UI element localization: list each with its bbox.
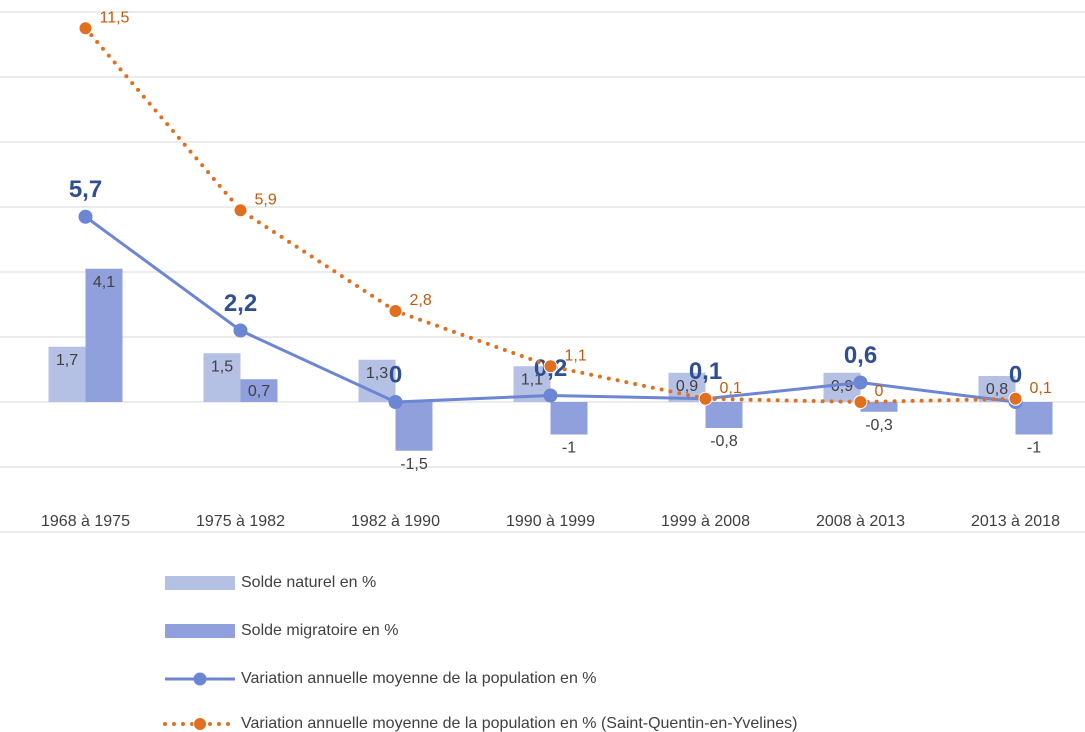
data-label: -1 bbox=[562, 440, 576, 457]
data-label: 0,1 bbox=[689, 358, 722, 385]
x-tick-label: 1975 à 1982 bbox=[196, 513, 285, 530]
data-label: 0 bbox=[875, 383, 884, 400]
data-label: -1,5 bbox=[400, 456, 428, 473]
data-label: 2,8 bbox=[410, 292, 432, 309]
data-label: 0,9 bbox=[676, 378, 698, 395]
marker bbox=[853, 395, 868, 409]
data-label: 1,1 bbox=[521, 371, 543, 388]
data-label: 2,2 bbox=[224, 290, 257, 317]
data-label: 0,9 bbox=[831, 378, 853, 395]
legend-label: Solde naturel en % bbox=[241, 574, 376, 591]
x-tick-label: 1999 à 2008 bbox=[661, 513, 750, 530]
data-label: 5,7 bbox=[69, 176, 102, 203]
data-label: 11,5 bbox=[100, 9, 130, 26]
data-label: -1 bbox=[1027, 440, 1041, 457]
marker bbox=[698, 391, 713, 406]
bar bbox=[240, 379, 278, 402]
data-label: 1,5 bbox=[211, 358, 233, 375]
data-label: 0,1 bbox=[1030, 380, 1052, 397]
bar bbox=[550, 402, 588, 435]
data-label: 0,8 bbox=[986, 381, 1008, 398]
marker bbox=[78, 209, 93, 224]
bar bbox=[203, 353, 241, 402]
bar bbox=[860, 402, 898, 412]
marker bbox=[233, 323, 248, 338]
marker bbox=[853, 375, 868, 390]
x-tick-label: 2008 à 2013 bbox=[816, 513, 905, 530]
data-label: 4,1 bbox=[93, 274, 115, 291]
bar bbox=[823, 372, 861, 402]
bar bbox=[1015, 402, 1053, 435]
legend-swatch bbox=[165, 576, 235, 590]
data-label: 0,6 bbox=[844, 342, 877, 369]
marker bbox=[78, 21, 93, 36]
data-label: 0 bbox=[1009, 361, 1022, 388]
bar bbox=[395, 402, 433, 451]
marker bbox=[233, 203, 248, 218]
data-label: -0,3 bbox=[865, 417, 893, 434]
x-tick-label: 1968 à 1975 bbox=[41, 513, 130, 530]
data-label: 5,9 bbox=[255, 191, 277, 208]
data-label: -0,8 bbox=[710, 433, 738, 450]
x-tick-label: 1990 à 1999 bbox=[506, 513, 595, 530]
marker bbox=[1008, 391, 1023, 406]
x-tick-label: 2013 à 2018 bbox=[971, 513, 1060, 530]
legend-label: Variation annuelle moyenne de la populat… bbox=[241, 715, 798, 732]
data-label: 1,3 bbox=[366, 365, 388, 382]
bar bbox=[48, 346, 86, 402]
marker bbox=[388, 395, 403, 409]
marker bbox=[543, 359, 558, 374]
bar bbox=[705, 402, 743, 428]
legend-swatch bbox=[165, 624, 235, 638]
data-label: 0 bbox=[389, 361, 402, 388]
legend-label: Variation annuelle moyenne de la populat… bbox=[241, 670, 597, 687]
marker bbox=[543, 388, 558, 403]
data-label: 0,7 bbox=[248, 383, 270, 400]
data-label: 0,1 bbox=[720, 380, 742, 397]
x-tick-label: 1982 à 1990 bbox=[351, 513, 440, 530]
legend-label: Solde migratoire en % bbox=[241, 622, 398, 639]
legend-swatch bbox=[193, 672, 207, 686]
data-label: 1,7 bbox=[56, 352, 78, 369]
marker bbox=[388, 304, 403, 318]
bar bbox=[85, 268, 123, 402]
legend-swatch bbox=[193, 717, 207, 731]
data-label: 1,1 bbox=[565, 347, 587, 364]
